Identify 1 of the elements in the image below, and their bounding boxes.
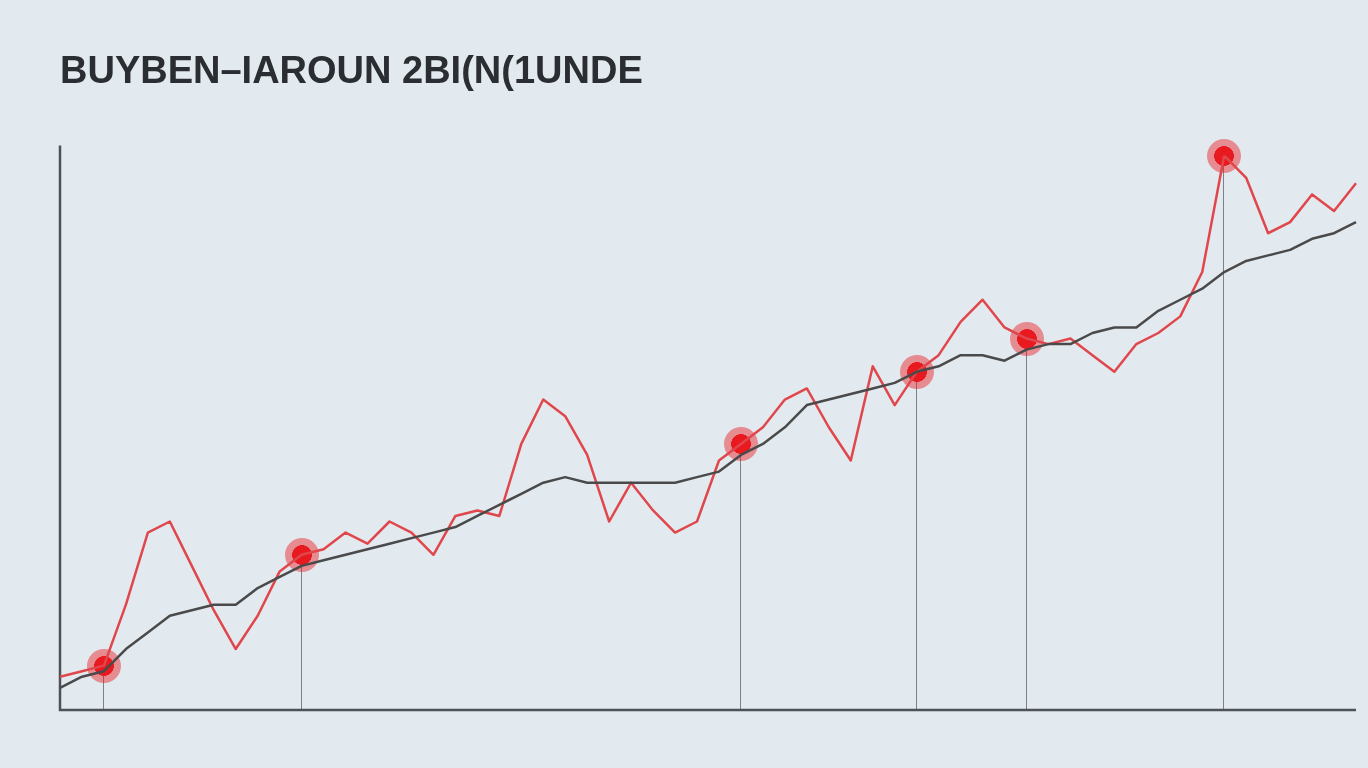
chart-title: BUYBEN–IAROUN 2BI(N(1UNDE: [60, 49, 643, 92]
